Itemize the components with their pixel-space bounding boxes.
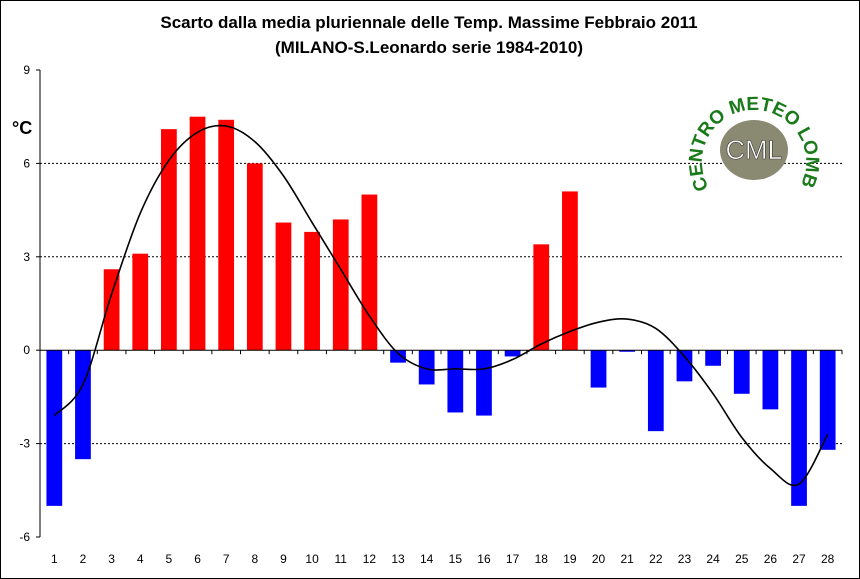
x-tick-label: 27 bbox=[792, 552, 806, 566]
logo-region-shape bbox=[720, 120, 788, 180]
x-tick-label: 4 bbox=[137, 552, 144, 566]
x-tick-label: 11 bbox=[335, 552, 348, 566]
bar bbox=[161, 129, 177, 351]
x-tick-label: 2 bbox=[80, 552, 87, 566]
bar bbox=[75, 350, 91, 460]
bar bbox=[275, 222, 292, 351]
bar bbox=[647, 350, 664, 432]
bar bbox=[590, 350, 607, 388]
bar bbox=[504, 350, 521, 357]
x-tick-label: 18 bbox=[535, 552, 549, 566]
x-tick-label: 21 bbox=[620, 552, 634, 566]
bar bbox=[46, 350, 63, 506]
x-tick-label: 24 bbox=[706, 552, 720, 566]
bar bbox=[246, 163, 263, 351]
x-tick-label: 22 bbox=[649, 552, 663, 566]
x-tick-label: 17 bbox=[506, 552, 520, 566]
bar bbox=[304, 231, 320, 351]
x-tick-label: 7 bbox=[223, 552, 230, 566]
x-tick-label: 20 bbox=[592, 552, 606, 566]
y-tick-label: 9 bbox=[23, 63, 30, 77]
x-tick-label: 12 bbox=[363, 552, 377, 566]
bars bbox=[46, 116, 836, 506]
bar bbox=[819, 350, 836, 450]
trendline-path bbox=[53, 124, 829, 487]
bar bbox=[390, 350, 406, 363]
bar bbox=[189, 116, 206, 351]
x-tick-label: 14 bbox=[420, 552, 434, 566]
trendline bbox=[53, 124, 829, 487]
x-tick-label: 3 bbox=[108, 552, 115, 566]
bar bbox=[418, 350, 435, 385]
x-tick-label: 23 bbox=[678, 552, 692, 566]
x-tick-label: 26 bbox=[764, 552, 778, 566]
bar bbox=[791, 350, 807, 506]
x-tick-label: 6 bbox=[194, 552, 201, 566]
chart-subtitle: (MILANO-S.Leonardo serie 1984-2010) bbox=[275, 38, 583, 57]
bar bbox=[676, 350, 693, 382]
y-tick-label: 0 bbox=[23, 343, 30, 357]
x-tick-label: 10 bbox=[305, 552, 319, 566]
bar bbox=[361, 194, 378, 351]
x-tick-label: 5 bbox=[166, 552, 173, 566]
x-tick-label: 9 bbox=[280, 552, 287, 566]
bar bbox=[619, 350, 636, 352]
x-tick-label: 1 bbox=[51, 552, 58, 566]
x-tick-label: 19 bbox=[563, 552, 577, 566]
bar bbox=[218, 119, 235, 351]
bar bbox=[103, 269, 120, 351]
y-tick-label: 3 bbox=[23, 250, 30, 264]
x-tick-label: 28 bbox=[821, 552, 835, 566]
bar bbox=[762, 350, 779, 410]
bar bbox=[705, 350, 721, 366]
bar bbox=[733, 350, 750, 394]
bar bbox=[562, 191, 578, 351]
bar bbox=[447, 350, 464, 413]
y-tick-label: 6 bbox=[23, 156, 30, 170]
x-tick-label: 16 bbox=[477, 552, 491, 566]
logo-text: CML bbox=[725, 135, 782, 165]
bar bbox=[132, 253, 149, 351]
chart-title: Scarto dalla media pluriennale delle Tem… bbox=[160, 13, 698, 32]
y-tick-label: -6 bbox=[19, 530, 30, 544]
y-tick-label: -3 bbox=[19, 437, 30, 451]
bar bbox=[476, 350, 492, 416]
cml-logo: CENTRO METEO LOMBARDO CML bbox=[684, 80, 822, 194]
bar bbox=[533, 244, 550, 351]
x-tick-label: 13 bbox=[391, 552, 405, 566]
bar bbox=[332, 219, 349, 351]
x-tick-label: 15 bbox=[449, 552, 463, 566]
x-tick-label: 25 bbox=[735, 552, 749, 566]
x-tick-label: 8 bbox=[251, 552, 258, 566]
y-axis-unit-label: °C bbox=[12, 118, 33, 138]
